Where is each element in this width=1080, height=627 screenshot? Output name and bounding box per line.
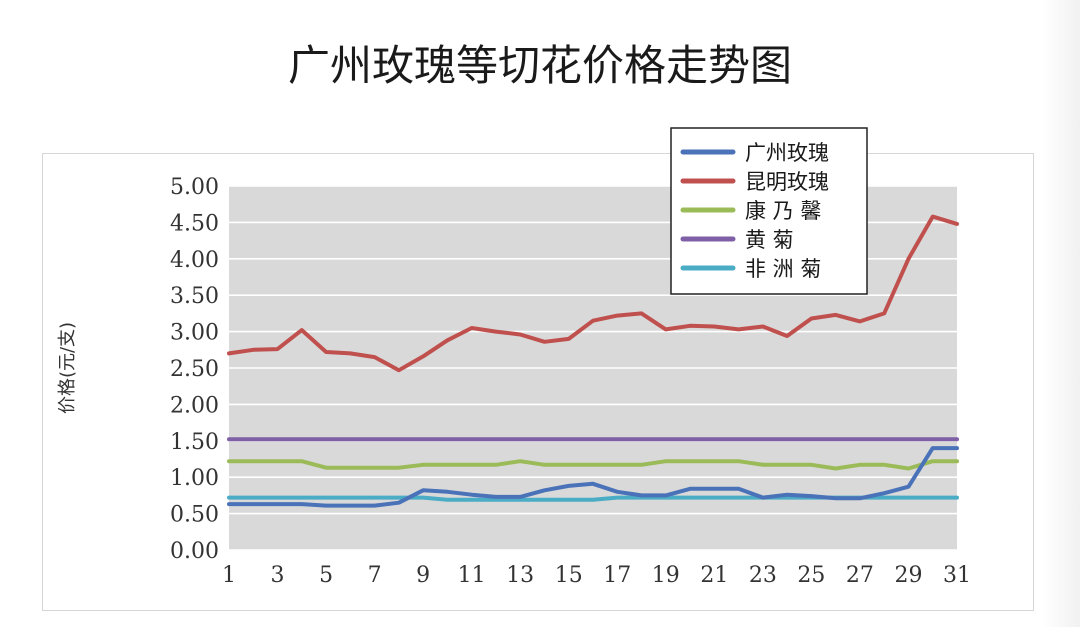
legend-label: 黄 菊 xyxy=(745,228,794,252)
y-tick-label: 0.00 xyxy=(170,539,219,564)
x-tick-label: 7 xyxy=(368,563,382,588)
x-tick-label: 15 xyxy=(555,563,583,588)
x-tick-label: 27 xyxy=(846,563,874,588)
series-line xyxy=(227,214,959,373)
x-tick-label: 11 xyxy=(458,563,486,588)
y-tick-label: 3.50 xyxy=(170,284,219,309)
y-tick-label: 1.00 xyxy=(170,466,219,491)
y-tick-label: 4.50 xyxy=(170,211,219,236)
x-tick-label: 29 xyxy=(894,563,922,588)
chart-title: 广州玫瑰等切花价格走势图 xyxy=(287,41,792,90)
legend-label: 康 乃 馨 xyxy=(745,199,821,223)
chart-card: 0.00 0.50 1.00 1.50 2.00 2.50 3.00 3.50 4.00 4.50… xyxy=(42,127,1034,611)
x-tick-label: 3 xyxy=(271,563,285,588)
y-axis-label: 价格(元/支) xyxy=(57,322,78,414)
y-tick-label: 0.50 xyxy=(170,503,219,528)
series-line xyxy=(227,446,959,508)
y-tick-label: 5.00 xyxy=(170,175,219,200)
series-line xyxy=(227,459,959,471)
legend-label: 广州玫瑰 xyxy=(745,141,829,165)
x-tick-label: 9 xyxy=(416,563,430,588)
x-tick-label: 21 xyxy=(700,563,728,588)
page-edge-shadow xyxy=(1042,0,1080,627)
y-tick-label: 3.00 xyxy=(170,321,219,346)
x-tick-label: 25 xyxy=(797,563,825,588)
y-tick-label: 2.50 xyxy=(170,357,219,382)
x-tick-label: 5 xyxy=(319,563,333,588)
legend-label: 昆明玫瑰 xyxy=(745,170,829,194)
y-tick-label: 2.00 xyxy=(170,393,219,418)
x-tick-label: 31 xyxy=(943,563,971,588)
x-tick-label: 23 xyxy=(749,563,777,588)
y-tick-label: 4.00 xyxy=(170,248,219,273)
x-tick-label: 13 xyxy=(506,563,534,588)
x-tick-label: 19 xyxy=(652,563,680,588)
legend-label: 非 洲 菊 xyxy=(745,257,821,281)
line-chart: 0.00 0.50 1.00 1.50 2.00 2.50 3.00 3.50 4.00 4.50… xyxy=(57,127,971,588)
x-tick-label: 17 xyxy=(603,563,631,588)
x-tick-label: 1 xyxy=(222,563,236,588)
y-tick-label: 1.50 xyxy=(170,430,219,455)
